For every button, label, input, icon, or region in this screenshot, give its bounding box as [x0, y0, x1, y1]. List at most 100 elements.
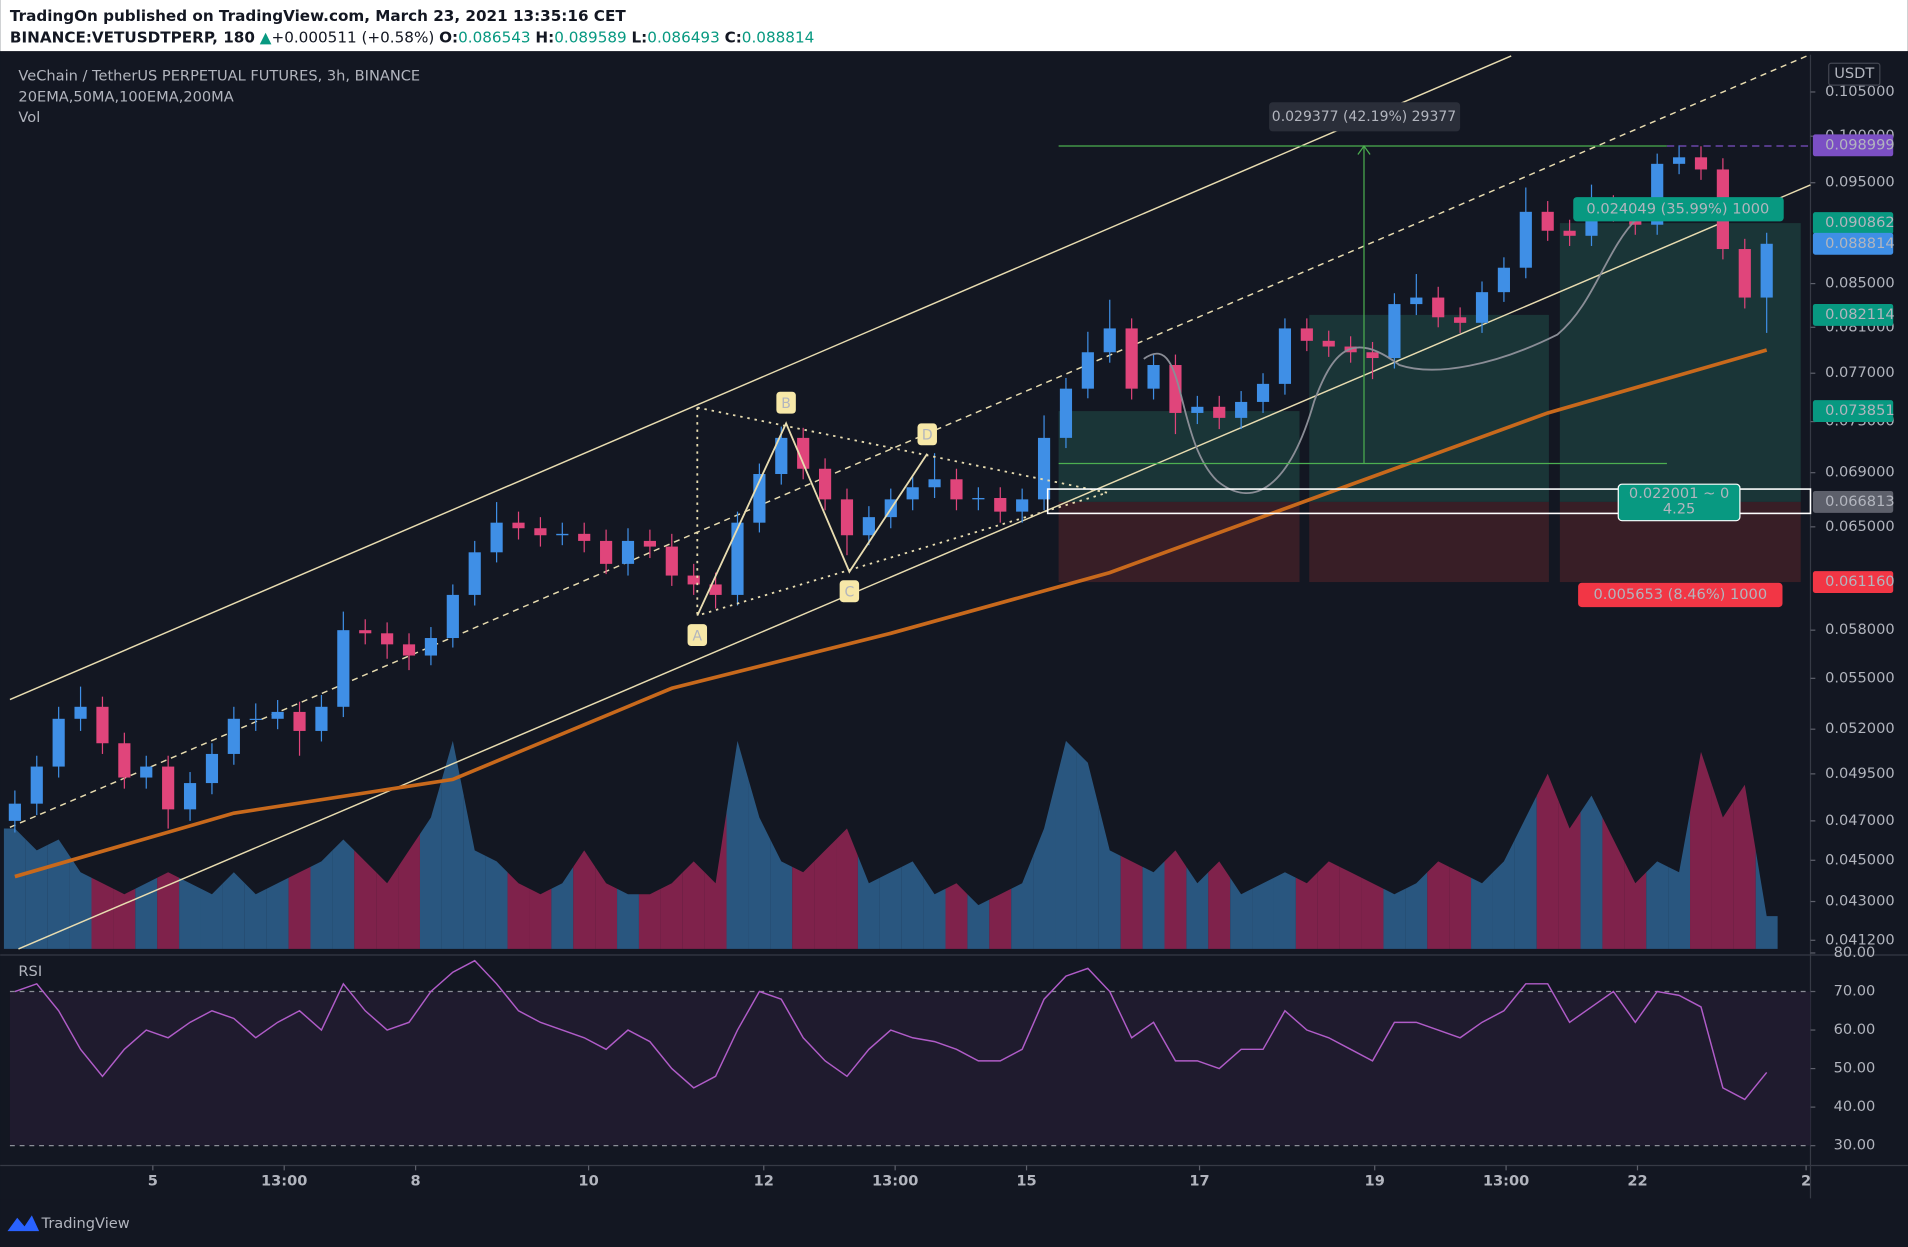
volume — [1208, 861, 1231, 949]
volume — [441, 740, 464, 949]
candle-body — [1213, 406, 1226, 418]
volume — [814, 839, 837, 949]
price-tag — [1812, 232, 1894, 255]
candle-body — [1673, 157, 1686, 164]
volume — [332, 839, 355, 949]
channel-mid — [9, 55, 1808, 828]
profit-zone — [1309, 314, 1549, 502]
publish-info: TradingOn published on TradingView.com, … — [10, 6, 626, 24]
x-tick-label: 19 — [1365, 1172, 1385, 1189]
y-tick-label: 0.069000 — [1825, 464, 1895, 481]
entry-zone — [1046, 488, 1812, 515]
volume — [1646, 861, 1669, 949]
volume — [551, 866, 574, 949]
volume — [69, 855, 92, 949]
price-tag — [1812, 571, 1894, 594]
rsi-line — [14, 959, 1768, 1101]
candle-body — [249, 718, 262, 721]
volume — [638, 888, 661, 949]
candle-body — [643, 540, 656, 547]
candle-body — [687, 575, 700, 585]
candle-body — [600, 540, 613, 564]
legend-volume: Vol — [18, 109, 40, 126]
candle-body — [74, 706, 87, 719]
currency-box — [1828, 62, 1881, 86]
currency: USDT — [1834, 65, 1874, 82]
pattern-label: A — [687, 624, 708, 647]
entry-box — [1617, 483, 1741, 522]
sketch-curve — [1143, 218, 1638, 494]
volume — [726, 740, 749, 949]
candle-body — [162, 766, 175, 810]
y-tick-label: 0.052000 — [1825, 720, 1895, 737]
volume — [770, 839, 793, 949]
price-tag — [1812, 490, 1894, 513]
volume — [1492, 839, 1515, 949]
volume — [901, 861, 924, 949]
rsi-tick-label: 60.00 — [1834, 1021, 1876, 1038]
loss-zone — [1058, 501, 1300, 583]
volume — [1033, 784, 1056, 949]
candle-body — [140, 766, 153, 778]
candle-body — [315, 706, 328, 731]
volume — [244, 883, 267, 949]
volume — [1558, 801, 1581, 949]
volume — [354, 850, 377, 949]
y-tick-label: 0.055000 — [1825, 669, 1895, 686]
volume — [1186, 866, 1209, 949]
symbol-line: BINANCE:VETUSDTPERP, 180 ▲+0.000511 (+0.… — [10, 28, 814, 46]
arrow: ▲ — [260, 28, 272, 46]
candle-body — [359, 630, 372, 634]
candle-body — [512, 522, 525, 529]
candle-body — [446, 594, 459, 639]
volume — [1449, 866, 1472, 949]
high: 0.089589 — [554, 28, 626, 46]
candle-body — [1541, 211, 1554, 231]
volume — [1711, 784, 1734, 949]
y-tick-label: 0.105000 — [1825, 83, 1895, 100]
candle-body — [840, 499, 854, 536]
profit-zone — [1559, 223, 1801, 502]
volume — [135, 877, 158, 949]
candle-body — [1563, 230, 1576, 236]
volume — [266, 877, 289, 949]
volume — [1142, 861, 1165, 949]
channel-lower — [18, 184, 1811, 950]
main-layer — [8, 145, 1773, 1101]
footer-bar — [0, 1199, 1908, 1247]
volume — [595, 866, 618, 949]
candle-body — [1432, 297, 1445, 318]
volume — [1076, 751, 1099, 949]
candle-body — [337, 630, 350, 707]
volume — [1011, 855, 1034, 949]
volume — [157, 872, 180, 949]
y-tick-label: 0.095000 — [1825, 174, 1895, 191]
volume — [1471, 872, 1493, 949]
rsi-title: RSI — [18, 963, 42, 980]
candle-body — [52, 718, 65, 767]
volume — [1055, 740, 1077, 949]
y-tick-label: 0.049500 — [1825, 765, 1895, 782]
candle-body — [1760, 243, 1773, 298]
rsi-tick-label: 40.00 — [1834, 1098, 1876, 1115]
candle-body — [1278, 328, 1292, 384]
y-tick-label: 0.041200 — [1825, 931, 1895, 948]
rsi-tick-label: 50.00 — [1834, 1060, 1876, 1077]
volume — [529, 888, 552, 949]
close: 0.088814 — [742, 28, 814, 46]
candle-body — [534, 528, 547, 536]
price-tag-label: 0.098999 — [1825, 136, 1895, 153]
l-label: L: — [632, 28, 648, 46]
candle-body — [1738, 249, 1751, 298]
x-tick-label: 8 — [411, 1172, 421, 1189]
measure-arrowhead — [1357, 144, 1371, 155]
candle-body — [1475, 292, 1489, 323]
o-label: O: — [439, 28, 458, 46]
candle-body — [1235, 401, 1248, 418]
ratio-label: 4.25 — [1663, 501, 1695, 518]
x-tick-label: 17 — [1189, 1172, 1209, 1189]
x-tick-label: 12 — [754, 1172, 774, 1189]
brand: TradingView — [7, 1215, 130, 1232]
volume — [1405, 872, 1428, 949]
point-a: A — [693, 628, 703, 644]
